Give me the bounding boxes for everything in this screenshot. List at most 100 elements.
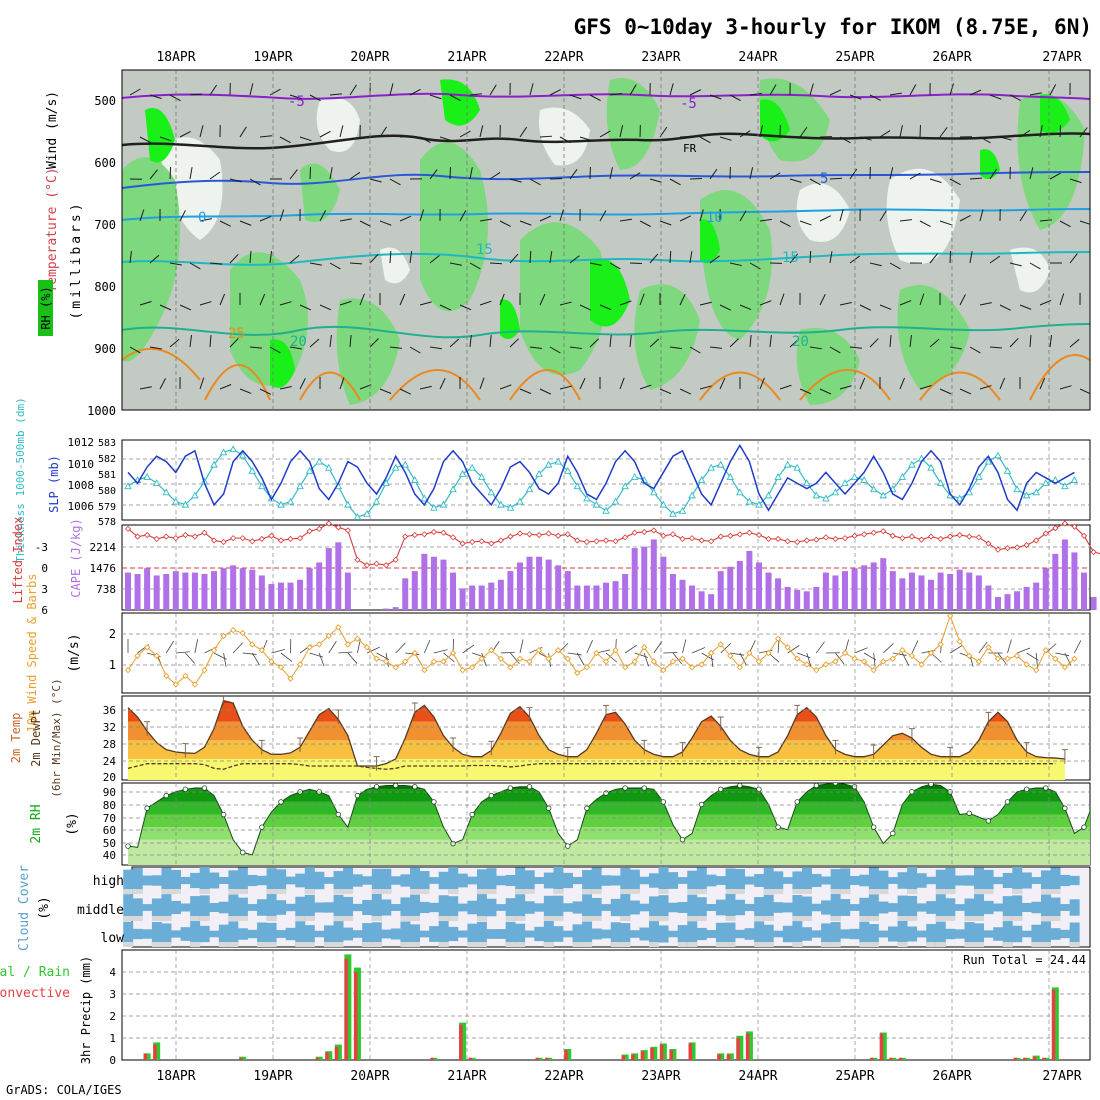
precip-convective-bar <box>650 1047 654 1060</box>
upper-wind-barb <box>249 83 254 96</box>
thickness-point <box>1003 466 1012 474</box>
cloud-gap <box>400 942 411 947</box>
cloud-bar <box>161 894 172 921</box>
cloud-bar <box>1012 895 1023 920</box>
cloud-bar <box>438 895 449 920</box>
upper-wind-barb <box>739 130 751 138</box>
upper-wind-barb <box>629 262 643 265</box>
cloud-gap <box>438 942 449 947</box>
cloud-bar <box>897 921 908 947</box>
upper-wind-barb <box>949 346 962 350</box>
rh-point <box>1023 786 1030 793</box>
dewpoint-line <box>127 763 1056 770</box>
wind-barb <box>787 645 800 654</box>
upper-wind-barb <box>249 346 262 349</box>
lifted-index-point <box>545 530 552 537</box>
cloud-gap <box>362 942 373 947</box>
upper-wind-barb <box>849 94 862 100</box>
cloud-bar <box>945 898 956 917</box>
cape-bar <box>660 556 667 610</box>
wind-speed-point <box>650 658 657 665</box>
cloud-bar <box>840 899 851 916</box>
temp-line <box>127 699 1065 767</box>
cloud-bar <box>180 876 191 885</box>
precip-convective-bar <box>631 1054 635 1060</box>
date-label-top: 25APR <box>835 50 874 65</box>
cloud-bar <box>668 930 679 938</box>
cloud-gap <box>151 916 162 921</box>
upper-wind-barb <box>769 84 777 96</box>
cloud-gap <box>859 942 870 947</box>
cloud-gap <box>515 916 526 921</box>
wind-barb <box>949 645 963 654</box>
thickness-point <box>850 472 859 480</box>
lifted-index-point <box>134 533 141 540</box>
upper-wind-barb <box>849 168 858 180</box>
thickness-point <box>382 479 390 487</box>
lifted-index-point <box>191 533 198 540</box>
upper-wind-barb <box>1039 219 1052 222</box>
upper-wind-barb <box>479 300 492 306</box>
wind-barb <box>357 639 361 654</box>
wind-barb <box>911 640 919 654</box>
cloud-bar <box>467 900 478 915</box>
lifted-index-point <box>947 533 954 540</box>
cape-bar <box>861 565 868 610</box>
thickness-point <box>697 476 706 483</box>
cloud-bar <box>333 871 344 890</box>
precip-convective-bar <box>736 1038 740 1060</box>
upper-wind-barb <box>719 377 726 390</box>
cape-bar <box>230 565 237 610</box>
upper-wind-barb <box>579 136 592 141</box>
contour-20 <box>122 323 1090 339</box>
cape-bar <box>277 582 284 610</box>
rh-point <box>526 784 533 790</box>
cloud-gap <box>974 916 985 921</box>
wind-speed-point <box>497 655 504 662</box>
cloud-gap <box>448 916 459 921</box>
thickness-point <box>860 476 868 483</box>
upper-wind-barb <box>1019 304 1032 310</box>
thickness-point <box>745 497 754 505</box>
cloud-bar <box>801 896 812 919</box>
thickness-point <box>583 494 591 502</box>
cloud-bar <box>1050 897 1061 918</box>
top-date-axis: 18APR 19APR 20APR 21APR 22APR 23APR 24AP… <box>156 50 1081 65</box>
wind-speed-point <box>478 655 485 662</box>
cloud-gap <box>304 889 315 894</box>
cloud-bar <box>381 899 392 916</box>
cloud-bar <box>486 929 497 939</box>
lifted-index-point <box>717 533 724 540</box>
thickness-point <box>286 497 295 505</box>
cloud-bar <box>706 874 717 887</box>
upper-wind-barb <box>569 169 578 180</box>
upper-wind-barb <box>429 169 438 180</box>
cloud-gap <box>371 942 382 947</box>
upper-wind-barb <box>299 304 312 311</box>
cloud-bar <box>515 894 526 921</box>
thickness-axis: 583 582 581 580 579 578 <box>98 438 116 528</box>
cloud-bar <box>658 895 669 920</box>
cloud-bar <box>620 867 631 894</box>
upper-wind-barb <box>879 304 892 310</box>
cloud-level-middle: middle <box>77 903 124 918</box>
contour-5 <box>122 171 1090 189</box>
cloud-gap <box>323 942 334 947</box>
cloud-bar <box>276 869 287 892</box>
upper-wind-barb <box>389 250 392 264</box>
contour-label: 5 <box>820 171 828 187</box>
rh-zone-green <box>122 78 1085 405</box>
wind-speed-point <box>612 647 619 654</box>
wind-barb <box>930 652 942 663</box>
date-label-top: 23APR <box>641 50 680 65</box>
cloud-bar <box>543 872 554 889</box>
wind-barb <box>165 640 174 654</box>
upper-air-gridlines <box>175 70 1050 410</box>
cloud-bar <box>190 896 201 919</box>
thickness-tick: 580 <box>98 486 116 497</box>
rh-point <box>488 792 494 799</box>
wind-speed-point <box>392 664 399 671</box>
thickness-point <box>898 472 907 480</box>
wind-barb <box>815 641 825 654</box>
wind-speed-point <box>124 667 132 674</box>
